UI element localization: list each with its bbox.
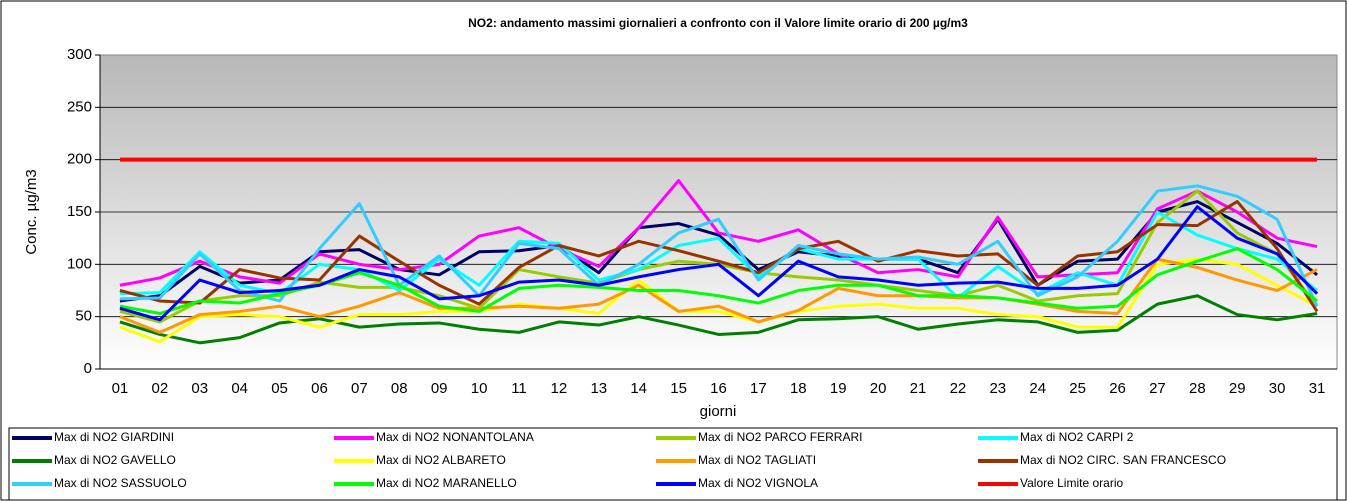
x-tick-label: 12	[551, 380, 568, 397]
chart-title: NO2: andamento massimi giornalieri a con…	[468, 16, 968, 30]
x-tick-label: 24	[1029, 380, 1046, 397]
series-line	[119, 294, 1318, 345]
x-tick-label: 01	[112, 380, 129, 397]
x-tick-label: 03	[191, 380, 208, 397]
x-tick-label: 20	[870, 380, 887, 397]
x-tick-label: 14	[630, 380, 647, 397]
x-tick-label: 10	[471, 380, 488, 397]
y-axis-label: Conc. µg/m3	[23, 169, 40, 254]
x-tick-label: 19	[830, 380, 847, 397]
y-tick-label: 250	[67, 98, 92, 115]
x-tick-label: 30	[1269, 380, 1286, 397]
legend-label: Max di NO2 ALBARETO	[376, 453, 506, 467]
x-tick-label: 13	[590, 380, 607, 397]
legend-label: Max di NO2 MARANELLO	[376, 476, 517, 490]
x-tick-label: 08	[391, 380, 408, 397]
series-line	[119, 200, 1318, 303]
series-line	[119, 257, 1318, 344]
legend-label: Max di NO2 CARPI 2	[1020, 430, 1134, 444]
x-tick-label: 23	[989, 380, 1006, 397]
y-tick-label: 300	[67, 46, 92, 63]
x-tick-label: 11	[511, 380, 527, 397]
series-line	[119, 184, 1319, 307]
legend-label: Max di NO2 SASSUOLO	[54, 476, 187, 490]
x-tick-label: 27	[1149, 380, 1166, 397]
x-tick-label: 18	[790, 380, 807, 397]
legend-label: Max di NO2 PARCO FERRARI	[698, 430, 862, 444]
x-tick-label: 25	[1069, 380, 1086, 397]
x-tick-label: 22	[950, 380, 967, 397]
legend-label: Max di NO2 VIGNOLA	[698, 476, 818, 490]
x-tick-label: 21	[910, 380, 927, 397]
legend-label: Max di NO2 NONANTOLANA	[376, 430, 534, 444]
legend-label: Max di NO2 TAGLIATI	[698, 453, 816, 467]
x-tick-label: 09	[431, 380, 448, 397]
x-tick-label: 28	[1189, 380, 1206, 397]
x-tick-label: 04	[231, 380, 248, 397]
x-tick-label: 07	[351, 380, 368, 397]
x-axis-label: giorni	[700, 403, 737, 420]
series-line	[119, 179, 1318, 287]
x-tick-label: 29	[1229, 380, 1246, 397]
x-tick-label: 05	[271, 380, 288, 397]
y-tick-label: 150	[67, 203, 92, 220]
x-tick-label: 26	[1109, 380, 1126, 397]
x-tick-label: 16	[710, 380, 727, 397]
x-tick-label: 06	[311, 380, 328, 397]
y-tick-label: 200	[67, 151, 92, 168]
series-line	[119, 200, 1319, 313]
x-tick-label: 31	[1309, 380, 1326, 397]
y-tick-label: 0	[84, 360, 92, 377]
y-tick-label: 50	[75, 308, 92, 325]
legend-label: Max di NO2 GAVELLO	[54, 453, 176, 467]
x-tick-label: 15	[670, 380, 687, 397]
x-tick-label: 17	[750, 380, 767, 397]
legend-label: Valore Limite orario	[1020, 476, 1123, 490]
legend-label: Max di NO2 GIARDINI	[54, 430, 174, 444]
series-line	[119, 205, 1319, 322]
legend-label: Max di NO2 CIRC. SAN FRANCESCO	[1020, 453, 1226, 467]
series-line	[119, 257, 1318, 334]
y-tick-label: 100	[67, 255, 92, 272]
x-tick-label: 02	[152, 380, 169, 397]
